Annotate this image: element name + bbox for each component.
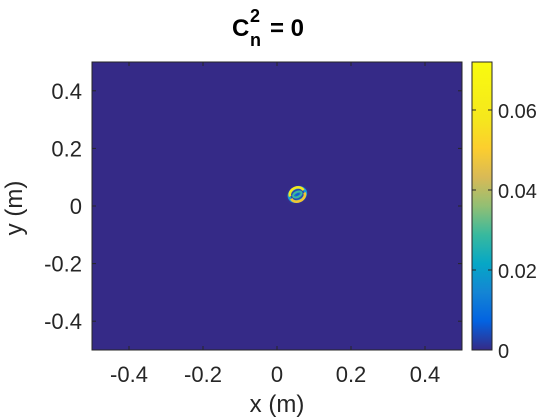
title-base: C	[232, 15, 249, 42]
colorbar-tick-label: 0.02	[498, 261, 537, 283]
plot-area: -0.4 -0.2 0 0.2 0.4 0.4 0.2 0 -0.2 -0.4	[44, 61, 463, 387]
y-tick-label: -0.2	[44, 252, 82, 277]
colorbar-ticks: 0 0.02 0.04 0.06	[472, 101, 537, 363]
title-subscript: n	[250, 30, 261, 50]
title-rest: = 0	[270, 15, 304, 42]
x-tick-label: 0.2	[336, 362, 367, 387]
y-tick-label: 0.2	[51, 136, 82, 161]
x-axis-label: x (m)	[250, 391, 305, 418]
heatmap-background	[92, 62, 462, 350]
beam-feature	[284, 183, 311, 206]
y-tick-label: 0.4	[51, 79, 82, 104]
colorbar-tick-label: 0.04	[498, 181, 537, 203]
beam-peak-arc-upper	[288, 186, 305, 197]
beam-peak-arc-lower	[290, 191, 307, 203]
colorbar-tick-label: 0.06	[498, 101, 537, 123]
colorbar-gradient	[472, 62, 492, 350]
beam-inner-ring	[292, 190, 303, 199]
x-tick-label: 0.4	[410, 362, 441, 387]
beam-rings	[284, 183, 311, 206]
colorbar-tick-label: 0	[498, 341, 509, 363]
colorbar-frame	[471, 61, 493, 351]
x-tick-label: 0	[271, 362, 283, 387]
y-axis-label: y (m)	[1, 181, 28, 236]
colorbar: 0 0.02 0.04 0.06	[471, 61, 537, 363]
chart-title: C 2 n = 0	[232, 6, 304, 50]
x-tick-label: -0.2	[184, 362, 222, 387]
y-axis-ticks: 0.4 0.2 0 -0.2 -0.4	[44, 79, 462, 334]
y-tick-label: -0.4	[44, 309, 82, 334]
x-axis-ticks: -0.4 -0.2 0 0.2 0.4	[110, 62, 440, 387]
x-tick-label: -0.4	[110, 362, 148, 387]
title-superscript: 2	[250, 6, 260, 26]
beam-core	[295, 193, 300, 196]
y-tick-label: 0	[70, 194, 82, 219]
